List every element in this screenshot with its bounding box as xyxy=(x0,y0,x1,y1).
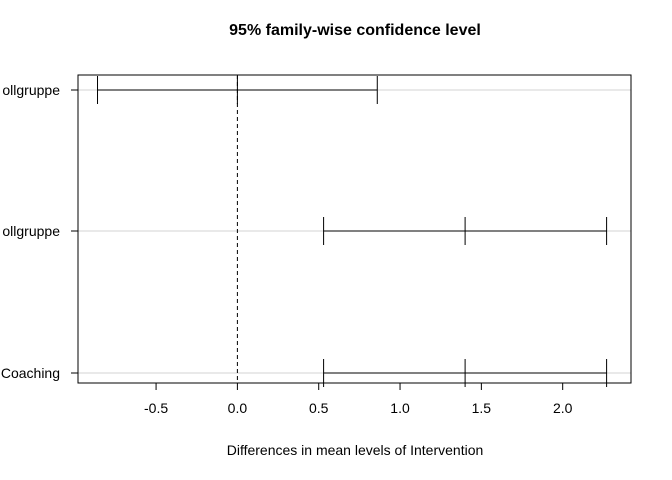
x-axis: -0.5 0.0 0.5 1.0 1.5 2.0 xyxy=(144,383,573,416)
y-tick-label: ollgruppe xyxy=(2,82,60,98)
y-tick-label: ollgruppe xyxy=(2,223,60,239)
x-axis-title: Differences in mean levels of Interventi… xyxy=(227,442,484,458)
x-tick-label: 1.5 xyxy=(472,400,492,416)
x-tick-label: 0.5 xyxy=(309,400,329,416)
x-tick-label: 0.0 xyxy=(228,400,248,416)
chart-title: 95% family-wise confidence level xyxy=(229,22,481,39)
interval-3 xyxy=(323,359,608,387)
interval-1 xyxy=(97,76,378,104)
y-axis-labels: ollgruppe ollgruppe Coaching xyxy=(1,82,78,381)
plot-frame xyxy=(77,74,632,384)
x-tick-label: 1.0 xyxy=(390,400,410,416)
x-tick-label: 2.0 xyxy=(553,400,573,416)
confidence-intervals xyxy=(97,76,608,387)
x-tick-label: -0.5 xyxy=(144,400,168,416)
interval-2 xyxy=(323,217,608,245)
y-tick-label: Coaching xyxy=(1,365,60,381)
